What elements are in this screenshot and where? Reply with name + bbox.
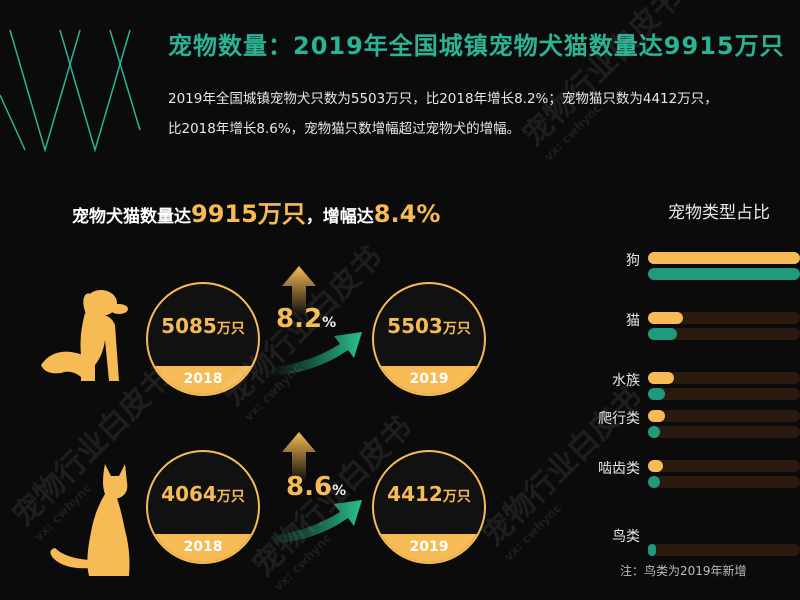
bar-track: [648, 410, 800, 422]
summary-heading: 宠物犬猫数量达9915万只，增幅达8.4%: [72, 194, 440, 229]
bar-cat: [648, 268, 800, 280]
cat-2019-year: 2019: [374, 534, 484, 562]
cat-2018-year: 2018: [148, 534, 258, 562]
dog-2018-year: 2018: [148, 366, 258, 394]
bar-track: [648, 312, 800, 324]
bar-cat: [648, 328, 677, 340]
up-arrow-icon: [282, 266, 316, 316]
bar-dog: [648, 252, 800, 264]
category-label: 鸟类: [612, 529, 640, 545]
category-label: 水族: [612, 373, 640, 389]
green-arrow-icon: [268, 332, 362, 376]
bar-cat: [648, 544, 656, 556]
summary-total: 9915万只: [191, 200, 306, 228]
dog-2019-value: 5503万只: [387, 314, 471, 338]
category-label: 啮齿类: [598, 461, 640, 477]
bar-cat: [648, 426, 660, 438]
chart-note: 注：鸟类为2019年新增: [620, 564, 747, 578]
bar-track: [648, 544, 800, 556]
dog-2018-value: 5085万只: [161, 314, 245, 338]
bar-track: [648, 476, 800, 488]
bar-track: [648, 426, 800, 438]
cat-2019-value: 4412万只: [387, 482, 471, 506]
bar-dog: [648, 372, 674, 384]
up-arrow-icon: [282, 432, 316, 482]
dog-2019-circle: 5503万只 2019: [372, 282, 486, 396]
bar-track: [648, 388, 800, 400]
bar-dog: [648, 460, 663, 472]
cat-icon: [50, 464, 130, 576]
category-label: 猫: [626, 313, 640, 329]
category-label: 爬行类: [598, 411, 640, 427]
summary-mid: ，增幅达: [305, 207, 374, 227]
summary-growth: 8.4%: [373, 200, 441, 228]
cat-2019-circle: 4412万只 2019: [372, 450, 486, 564]
dog-2018-circle: 5085万只 2018: [146, 282, 260, 396]
bar-dog: [648, 410, 665, 422]
cat-2018-circle: 4064万只 2018: [146, 450, 260, 564]
page-title: 宠物数量：2019年全国城镇宠物犬猫数量达9915万只: [168, 32, 785, 60]
category-label: 狗: [626, 253, 640, 269]
bar-dog: [648, 312, 683, 324]
chart-title: 宠物类型占比: [668, 203, 770, 223]
logo-lines: [0, 29, 141, 153]
bar-cat: [648, 476, 660, 488]
summary-prefix: 宠物犬猫数量达: [72, 207, 191, 227]
intro-line-1: 2019年全国城镇宠物犬只数为5503万只，比2018年增长8.2%；宠物猫只数…: [168, 91, 718, 107]
dog-growth-rate: 8.2%: [276, 304, 337, 334]
bar-track: [648, 372, 800, 384]
intro-line-2: 比2018年增长8.6%，宠物猫只数增幅超过宠物犬的增幅。: [168, 121, 521, 137]
bar-cat: [648, 388, 665, 400]
cat-growth-rate: 8.6%: [286, 472, 347, 502]
cat-2018-value: 4064万只: [161, 482, 245, 506]
dog-2019-year: 2019: [374, 366, 484, 394]
dog-icon: [41, 290, 128, 381]
bar-track: [648, 328, 800, 340]
bar-track: [648, 460, 800, 472]
green-arrow-icon: [268, 500, 362, 544]
intro-text: 2019年全国城镇宠物犬只数为5503万只，比2018年增长8.2%；宠物猫只数…: [168, 84, 798, 144]
